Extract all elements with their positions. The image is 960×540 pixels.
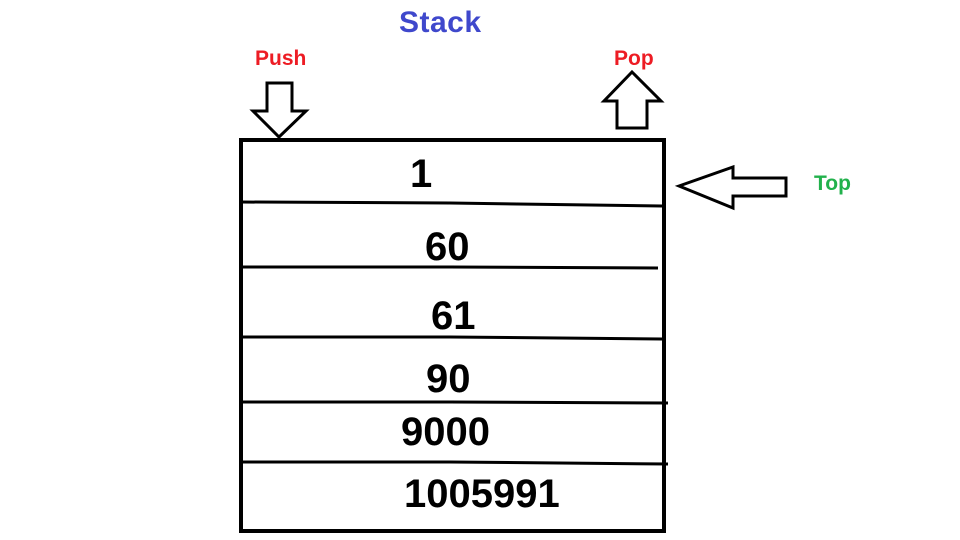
stack-divider: [241, 400, 669, 405]
stack-divider: [241, 265, 659, 270]
top-pointer-arrow-icon: [674, 164, 788, 211]
pop-label: Pop: [614, 47, 654, 70]
diagram-title: Stack: [399, 6, 482, 39]
stack-divider: [240, 200, 663, 208]
stack-cell-value: 60: [425, 225, 470, 269]
stack-cell-value: 9000: [401, 410, 490, 454]
stack-cell-value: 1: [410, 152, 433, 196]
stack-cell-value: 61: [431, 294, 476, 338]
stack-divider: [241, 335, 663, 341]
stack-divider: [241, 460, 669, 466]
push-arrow-icon: [249, 81, 310, 140]
push-label: Push: [255, 47, 307, 70]
pop-arrow-icon: [600, 69, 665, 130]
top-label: Top: [814, 172, 851, 195]
stack-cell-value: 1005991: [404, 472, 560, 516]
stack-cell-value: 90: [426, 357, 471, 401]
